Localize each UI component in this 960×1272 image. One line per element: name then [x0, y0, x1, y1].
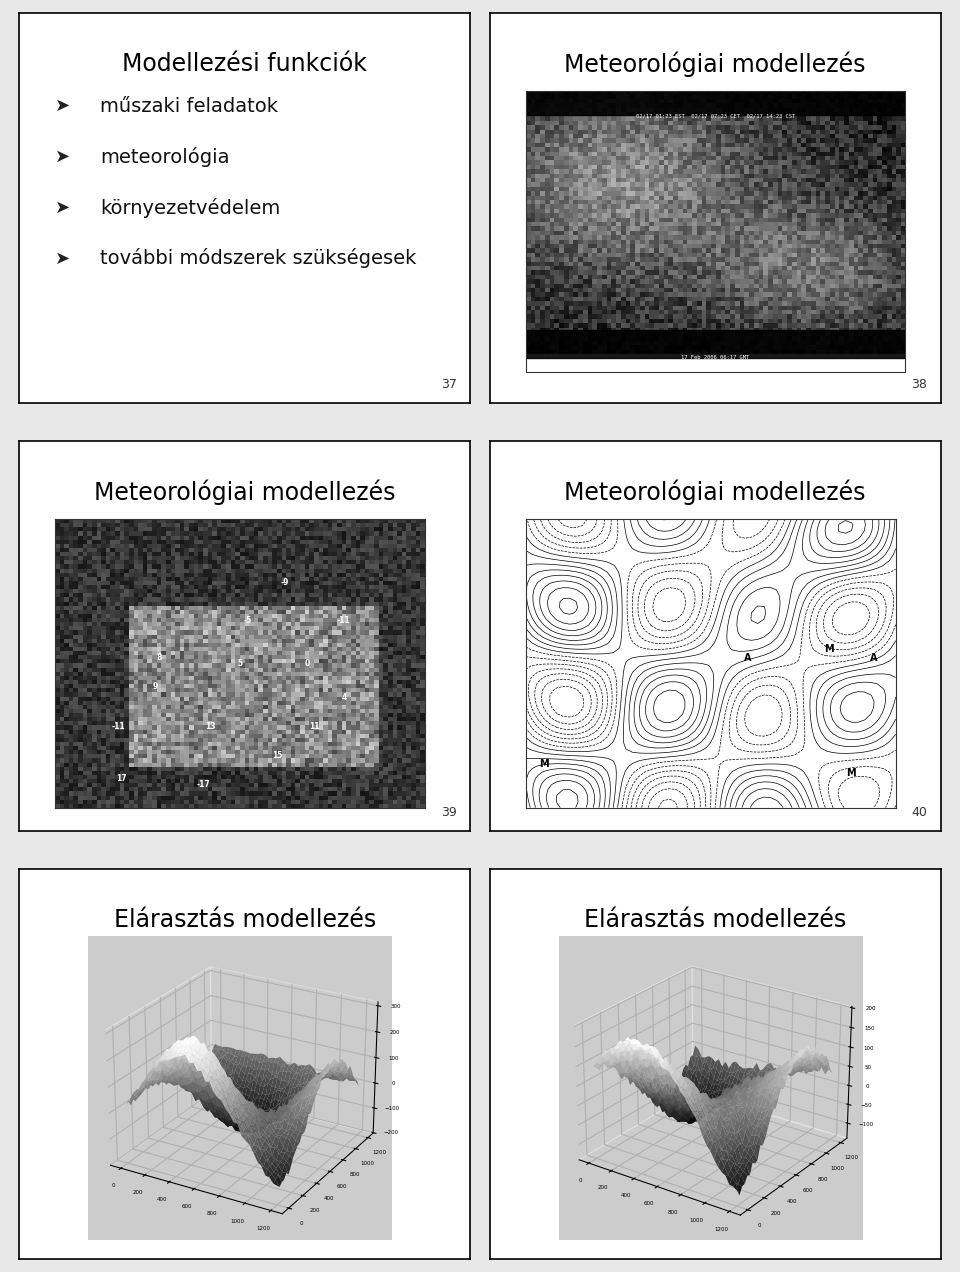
Text: 02/17 01:23 EST  02/17 07:23 CET  02/17 14:23 CST: 02/17 01:23 EST 02/17 07:23 CET 02/17 14…	[636, 113, 795, 118]
Text: -11: -11	[337, 616, 350, 625]
Text: M: M	[847, 768, 856, 778]
Text: -11: -11	[111, 722, 125, 731]
Text: környezetvédelem: környezetvédelem	[101, 197, 280, 218]
Text: ➤: ➤	[56, 249, 70, 267]
Text: 37: 37	[441, 378, 457, 391]
Text: 40: 40	[911, 806, 927, 819]
Text: Modellezési funkciók: Modellezési funkciók	[122, 52, 368, 76]
Text: 4: 4	[341, 693, 347, 702]
Bar	[526, 90, 904, 114]
Text: M: M	[825, 644, 834, 654]
Text: Elárasztás modellezés: Elárasztás modellezés	[113, 908, 376, 932]
Text: 38: 38	[911, 378, 927, 391]
Text: A: A	[870, 653, 877, 663]
Text: műszaki feladatok: műszaki feladatok	[101, 97, 278, 116]
Text: Meteorológiai modellezés: Meteorológiai modellezés	[94, 480, 396, 505]
Text: 11: 11	[309, 722, 320, 731]
Text: -17: -17	[197, 780, 210, 789]
Bar	[526, 329, 904, 359]
Text: ➤: ➤	[56, 148, 70, 167]
Text: 5: 5	[238, 659, 243, 668]
Text: 0: 0	[304, 659, 309, 668]
Text: 9: 9	[153, 682, 157, 691]
Text: 39: 39	[441, 806, 457, 819]
Text: 15: 15	[272, 752, 282, 761]
Text: Elárasztás modellezés: Elárasztás modellezés	[584, 908, 847, 932]
Text: M: M	[540, 759, 549, 770]
Text: -5: -5	[244, 616, 252, 625]
Text: 17: 17	[116, 775, 128, 784]
Text: A: A	[744, 653, 752, 663]
Text: további módszerek szükségesek: további módszerek szükségesek	[101, 248, 417, 268]
Text: 8: 8	[156, 653, 161, 661]
Text: 17 Feb 2006 06:17 GMT: 17 Feb 2006 06:17 GMT	[681, 355, 750, 360]
Text: ➤: ➤	[56, 98, 70, 116]
Text: meteorológia: meteorológia	[101, 148, 229, 167]
Text: -9: -9	[280, 577, 289, 586]
Text: ➤: ➤	[56, 198, 70, 216]
Text: 13: 13	[205, 722, 216, 731]
Text: Meteorológiai modellezés: Meteorológiai modellezés	[564, 52, 866, 78]
Text: Meteorológiai modellezés: Meteorológiai modellezés	[564, 480, 866, 505]
